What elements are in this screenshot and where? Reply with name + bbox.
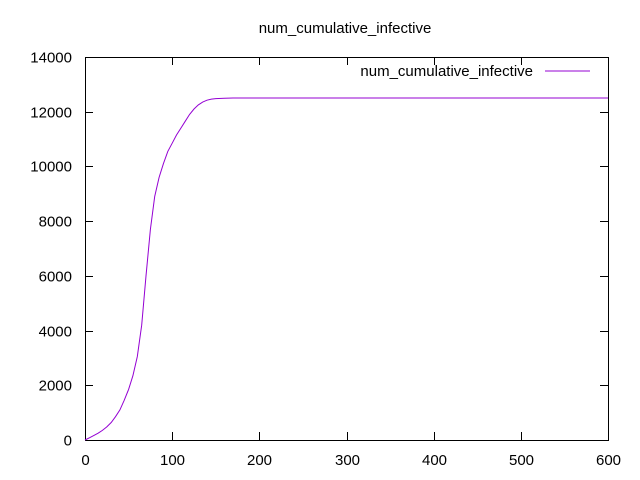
x-tick-label: 400 xyxy=(422,452,447,469)
legend: num_cumulative_infective xyxy=(360,63,590,80)
x-tick-label: 200 xyxy=(247,452,272,469)
series-layer xyxy=(84,97,608,441)
y-tick-label: 10000 xyxy=(30,159,72,176)
chart-title: num_cumulative_infective xyxy=(259,20,432,37)
x-axis: 0 100 200 300 400 500 600 xyxy=(81,57,621,469)
y-tick-label: 0 xyxy=(64,433,72,450)
y-tick-label: 4000 xyxy=(39,324,72,341)
y-axis: 0 2000 4000 6000 8000 10000 12000 14000 xyxy=(30,50,608,450)
series-line xyxy=(84,97,608,441)
x-tick-label: 0 xyxy=(81,452,89,469)
y-tick-label: 14000 xyxy=(30,50,72,67)
y-tick-label: 8000 xyxy=(39,214,72,231)
plot-area xyxy=(85,57,609,441)
x-tick-label: 300 xyxy=(335,452,360,469)
y-tick-label: 2000 xyxy=(39,378,72,395)
y-tick-label: 12000 xyxy=(30,105,72,122)
x-tick-label: 500 xyxy=(509,452,534,469)
legend-label: num_cumulative_infective xyxy=(360,63,533,80)
y-tick-label: 6000 xyxy=(39,269,72,286)
x-tick-label: 100 xyxy=(160,452,185,469)
x-tick-label: 600 xyxy=(596,452,621,469)
